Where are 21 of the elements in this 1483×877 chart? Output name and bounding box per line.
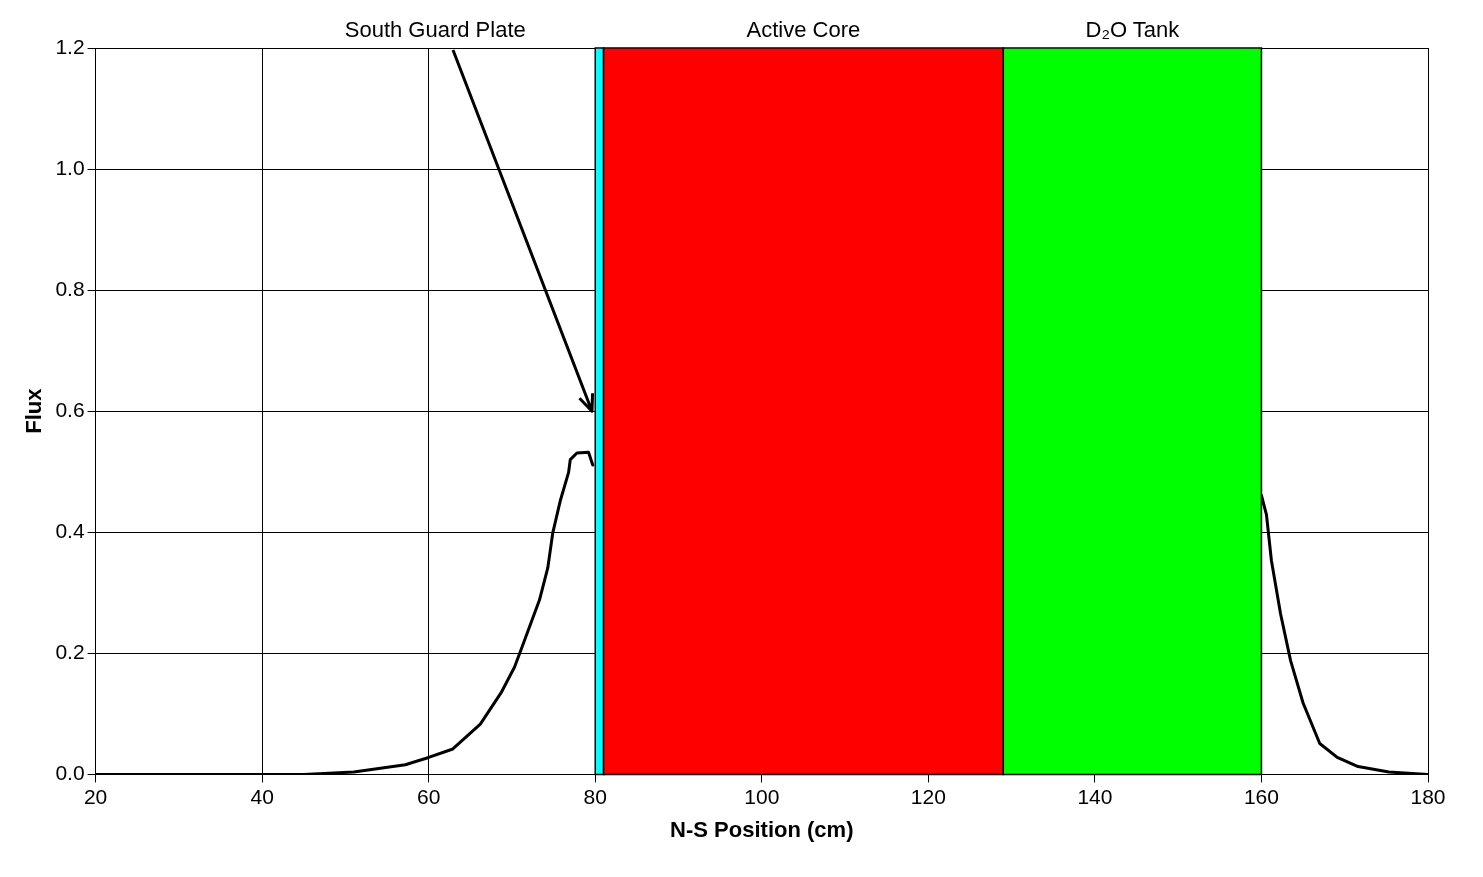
band-label: D₂O Tank — [1085, 17, 1181, 43]
x-tick-label: 180 — [1410, 784, 1446, 808]
band-label: South Guard Plate — [344, 17, 526, 43]
y-tick-label: 0.0 — [55, 761, 85, 785]
y-tick-label: 1.2 — [55, 34, 85, 58]
y-axis-title: Flux — [21, 387, 47, 434]
band-label: Active Core — [746, 17, 861, 43]
x-tick-label: 60 — [417, 784, 441, 808]
x-tick-label: 40 — [250, 784, 274, 808]
y-tick-label: 1.0 — [55, 155, 85, 179]
y-tick-label: 0.2 — [55, 640, 85, 664]
x-tick-label: 80 — [583, 784, 607, 808]
y-tick-label: 0.4 — [55, 519, 85, 543]
y-tick-label: 0.6 — [55, 398, 85, 421]
x-tick-label: 160 — [1243, 784, 1279, 808]
x-axis-title: N-S Position (cm) — [670, 816, 854, 842]
x-tick-label: 140 — [1077, 784, 1113, 808]
y-tick-label: 0.8 — [55, 276, 85, 300]
x-tick-label: 20 — [83, 784, 108, 808]
x-tick-label: 120 — [910, 784, 946, 808]
x-tick-label: 100 — [744, 784, 780, 808]
